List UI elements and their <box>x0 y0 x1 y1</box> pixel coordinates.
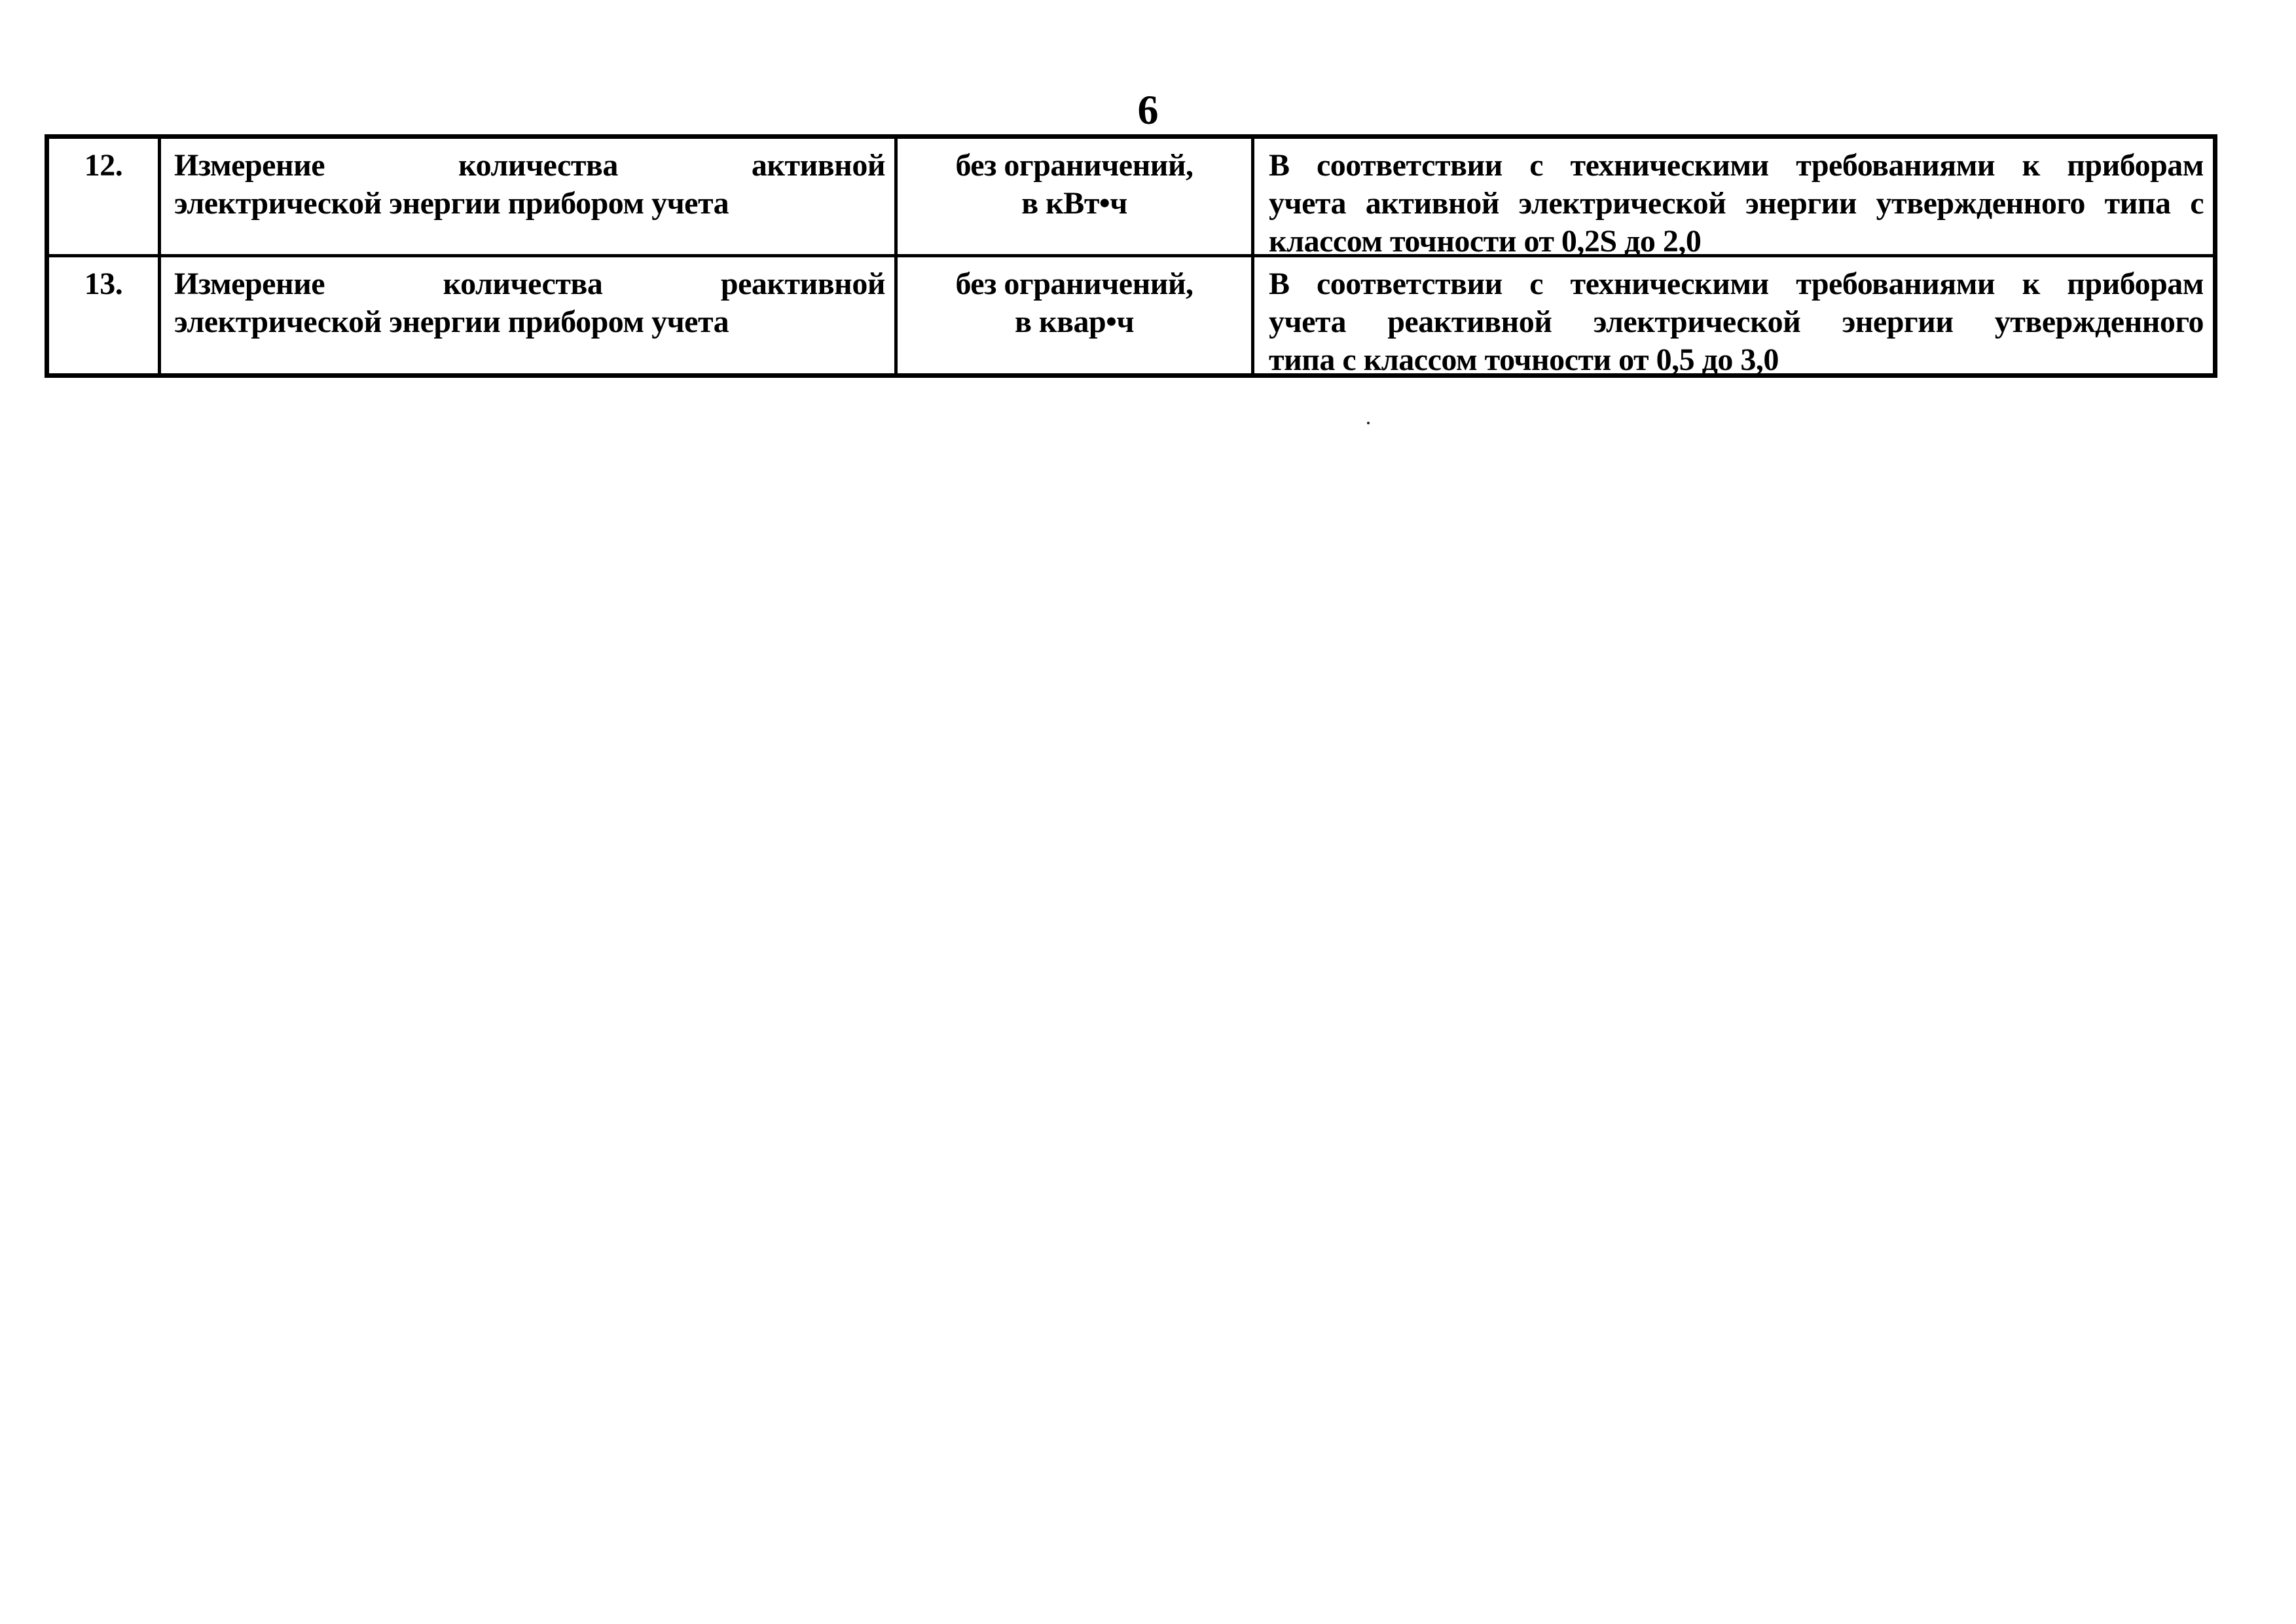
row-number: 12. <box>84 148 123 183</box>
row-number-cell: 13. <box>49 257 158 373</box>
row-number: 13. <box>84 267 123 301</box>
requirements-cell: В соответствии с техническими требования… <box>1254 257 2213 373</box>
page-number: 6 <box>1137 86 1159 133</box>
text-line: классом точности от 0,2S до 2,0 <box>1269 224 1702 254</box>
text-line: В соответствии с техническими требования… <box>1269 148 2204 183</box>
services-table: 12. Измерение количества активной электр… <box>45 134 2217 378</box>
text-line: без ограничений, <box>955 267 1194 301</box>
requirements-cell: В соответствии с техническими требования… <box>1254 139 2213 254</box>
text-line: Измерение количества активной <box>174 148 886 183</box>
text-line: без ограничений, <box>955 148 1194 183</box>
text-line: В соответствии с техническими требования… <box>1269 267 2204 301</box>
text-line: в квар•ч <box>1014 304 1135 339</box>
row-divider <box>49 254 2213 257</box>
text-line: в кВт•ч <box>1021 186 1127 221</box>
service-name-cell: Измерение количества активной электричес… <box>161 139 894 254</box>
text-line: типа с классом точности от 0,5 до 3,0 <box>1269 342 1779 373</box>
text-line: учета активной электрической энергии утв… <box>1269 186 2204 221</box>
text-line: учета реактивной электрической энергии у… <box>1269 304 2204 339</box>
text-line: Измерение количества реактивной <box>174 267 886 301</box>
service-name-cell: Измерение количества реактивной электрич… <box>161 257 894 373</box>
limit-cell: без ограничений, в кВт•ч <box>898 139 1251 254</box>
text-line: электрической энергии прибором учета <box>174 186 729 221</box>
limit-cell: без ограничений, в квар•ч <box>898 257 1251 373</box>
text-line: электрической энергии прибором учета <box>174 304 729 339</box>
scan-speck <box>1367 422 1370 424</box>
row-number-cell: 12. <box>49 139 158 254</box>
